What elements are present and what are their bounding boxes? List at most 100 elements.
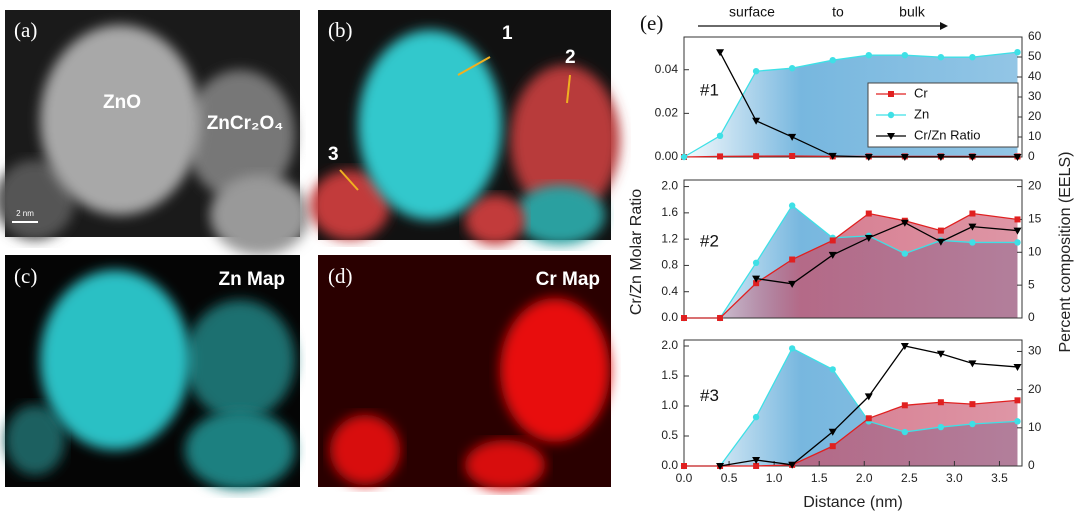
marker <box>788 65 796 72</box>
y-tick-label: 1.5 <box>661 368 678 382</box>
y2-tick-label: 20 <box>1028 109 1042 123</box>
marker <box>681 463 687 469</box>
panel-label: (b) <box>328 18 353 42</box>
panel-d: (d) Cr Map <box>318 255 611 490</box>
marker <box>936 238 945 246</box>
legend-marker <box>887 133 895 140</box>
marker <box>1013 227 1022 235</box>
marker <box>788 280 797 288</box>
legend-marker <box>888 91 894 97</box>
marker <box>865 52 872 59</box>
x-tick-label: 2.5 <box>901 471 918 485</box>
arrow-head <box>940 22 948 30</box>
marker <box>717 315 724 321</box>
panel-label: (e) <box>640 11 663 35</box>
marker <box>828 428 837 436</box>
marker <box>901 402 908 409</box>
y-tick-label: 0.5 <box>661 428 678 442</box>
marker <box>901 250 909 257</box>
marker <box>900 154 909 161</box>
x-tick-label: 0.0 <box>676 471 693 485</box>
y2-tick-label: 50 <box>1028 49 1042 63</box>
marker <box>937 227 944 234</box>
marker <box>1014 239 1021 246</box>
marker <box>937 423 945 431</box>
plot-frame <box>683 339 1023 467</box>
marker <box>1014 216 1021 223</box>
marker <box>752 259 760 266</box>
panel-label: (d) <box>328 264 353 288</box>
y-tick-label: 2.0 <box>661 179 678 193</box>
panel-number: #3 <box>700 386 719 405</box>
y2-tick-label: 5 <box>1028 277 1035 291</box>
marker <box>864 154 873 161</box>
y-tick-label: 0.0 <box>661 310 678 324</box>
marker <box>752 413 760 421</box>
area <box>684 400 1018 466</box>
scale-bar: 2 nm <box>16 209 34 218</box>
x-tick-label: 0.5 <box>721 471 738 485</box>
marker <box>968 223 977 231</box>
marker <box>789 153 796 159</box>
panel-c: (c) Zn Map <box>5 255 300 490</box>
site-marker: 1 <box>502 23 513 44</box>
y2-tick-label: 20 <box>1028 382 1042 396</box>
panel-label: (c) <box>14 264 37 288</box>
marker <box>1013 154 1022 161</box>
marker <box>1014 49 1021 56</box>
plot-frame <box>683 179 1023 319</box>
marker <box>901 52 909 59</box>
y-tick-label: 0.00 <box>655 149 679 163</box>
marker <box>789 256 796 263</box>
marker <box>752 275 761 283</box>
y2-tick-label: 0 <box>1028 149 1035 163</box>
y-axis-label: Cr/Zn Molar Ratio <box>628 189 645 315</box>
marker <box>788 133 797 141</box>
marker <box>829 366 836 373</box>
marker <box>788 461 797 469</box>
map-title: Cr Map <box>536 269 600 290</box>
y-tick-label: 1.6 <box>661 205 678 219</box>
y2-tick-label: 40 <box>1028 69 1042 83</box>
legend-label: Cr <box>914 85 928 100</box>
marker <box>1014 397 1021 404</box>
marker <box>900 219 909 227</box>
y-tick-label: 0.0 <box>661 458 678 472</box>
x-tick-label: 1.0 <box>766 471 783 485</box>
y2-tick-label: 10 <box>1028 129 1042 143</box>
legend-marker <box>887 111 895 119</box>
marker <box>968 154 977 161</box>
x-tick-label: 3.5 <box>991 471 1008 485</box>
y2-tick-label: 30 <box>1028 89 1042 103</box>
panel-number: #1 <box>700 80 719 99</box>
legend-label: Cr/Zn Ratio <box>914 127 980 142</box>
arrow-text: to <box>832 4 844 20</box>
marker <box>716 49 725 57</box>
y2-axis-label: Percent composition (EELS) <box>1057 152 1074 353</box>
marker <box>681 315 687 321</box>
marker <box>1013 364 1022 371</box>
legend-label: Zn <box>914 106 929 121</box>
x-axis-label: Distance (nm) <box>803 494 903 511</box>
map-title: Zn Map <box>219 269 286 290</box>
marker <box>752 68 760 75</box>
marker <box>900 343 909 350</box>
site-marker: 2 <box>565 47 576 68</box>
series-line <box>684 204 1018 319</box>
marker <box>864 393 873 401</box>
marker <box>1014 418 1021 425</box>
marker <box>828 152 837 160</box>
marker <box>716 132 724 139</box>
y-tick-label: 1.2 <box>661 231 678 245</box>
x-tick-label: 3.0 <box>946 471 963 485</box>
y2-tick-label: 60 <box>1028 29 1042 43</box>
y2-tick-label: 15 <box>1028 212 1042 226</box>
particle-label: ZnCr₂O₄ <box>207 113 284 134</box>
marker <box>680 153 688 161</box>
marker <box>937 399 944 406</box>
marker <box>829 57 836 64</box>
y-tick-label: 0.02 <box>655 106 679 120</box>
marker <box>829 237 836 244</box>
marker <box>716 463 725 470</box>
